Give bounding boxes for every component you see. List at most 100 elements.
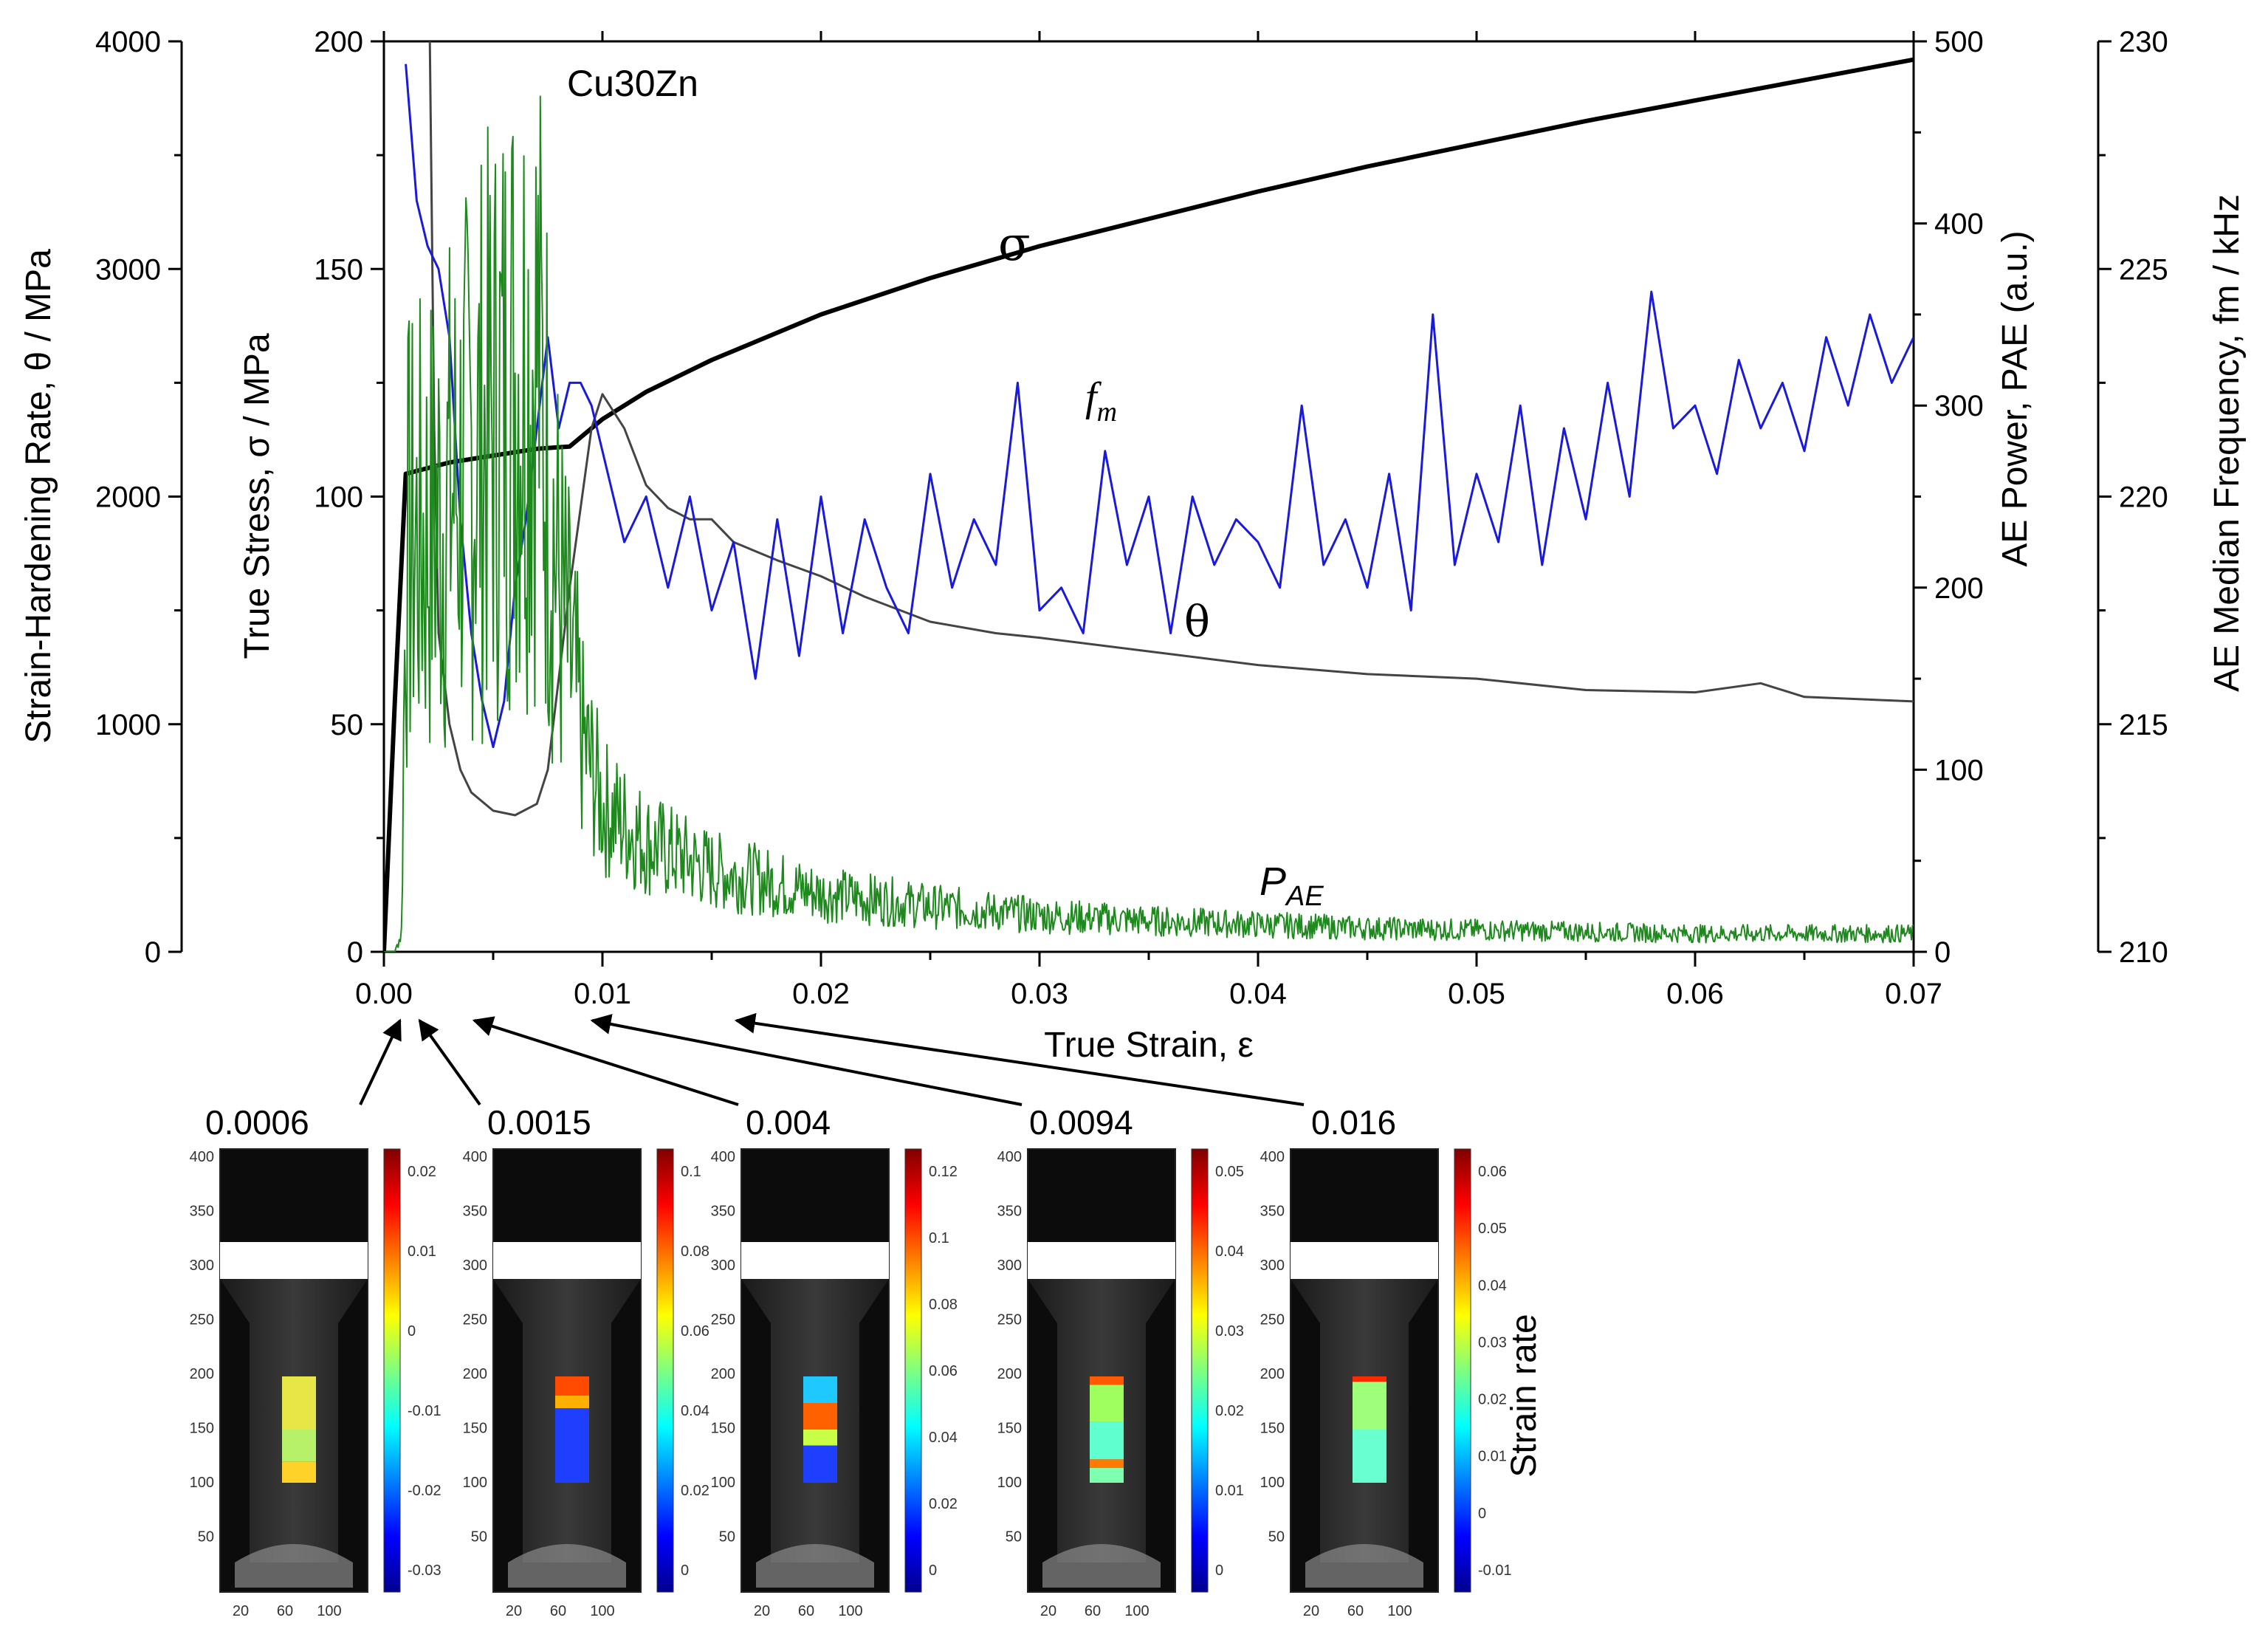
dic-y-tick-label: 100: [1260, 1475, 1285, 1491]
dic-x-tick-label: 60: [1347, 1603, 1364, 1619]
strain-map-band: [1090, 1421, 1124, 1460]
theta-annotation: θ: [1184, 597, 1210, 647]
colorbar-tick-label: 0.01: [1215, 1483, 1244, 1499]
strain-map-band: [1090, 1385, 1124, 1422]
strain-map-band: [1353, 1376, 1386, 1382]
strain-map-band: [1090, 1376, 1124, 1385]
dic-x-tick-label: 100: [1387, 1603, 1412, 1619]
strain-arrow: [418, 1018, 481, 1106]
dic-x-tick-label: 20: [1040, 1603, 1056, 1619]
x-tick-label: 0.01: [574, 978, 631, 1010]
frequency-tick-label: 210: [2119, 936, 2168, 969]
dic-x-tick-label: 60: [1085, 1603, 1101, 1619]
grip-bottom: [235, 1544, 353, 1588]
stress-tick-label: 50: [331, 709, 364, 741]
strain-map-band: [555, 1395, 589, 1409]
colorbar-tick-label: 0.01: [1478, 1449, 1507, 1465]
colorbar-tick-label: 0: [1478, 1506, 1486, 1522]
grip-bottom: [508, 1544, 626, 1588]
strain-arrow: [734, 1012, 1305, 1106]
dic-y-tick-label: 250: [463, 1312, 487, 1328]
power-tick-label: 300: [1934, 390, 1984, 422]
strain-map-band: [1353, 1382, 1386, 1430]
dic-x-tick-label: 100: [838, 1603, 862, 1619]
strain-arrows: [359, 1012, 1305, 1106]
dic-y-tick-label: 150: [997, 1421, 1022, 1437]
frequency-tick-label: 225: [2119, 253, 2168, 286]
dic-y-tick-label: 250: [1260, 1312, 1285, 1328]
dic-y-tick-label: 200: [190, 1366, 214, 1382]
frequency-tick-label: 220: [2119, 481, 2168, 514]
dic-y-tick-label: 100: [997, 1475, 1022, 1491]
strain-map-band: [282, 1461, 316, 1483]
power-tick-label: 400: [1934, 208, 1984, 241]
hardening-axis-title: Strain-Hardening Rate, θ / MPa: [19, 249, 58, 744]
grip-top-white: [493, 1242, 641, 1279]
strain-map-band: [282, 1376, 316, 1430]
colorbar-tick-label: -0.02: [408, 1483, 441, 1499]
pae-annotation-sub: AE: [1285, 881, 1324, 912]
x-tick-label: 0.04: [1229, 978, 1287, 1010]
colorbar-tick-label: 0: [929, 1562, 937, 1579]
strain-map-band: [803, 1445, 837, 1483]
dic-x-tick-label: 20: [1303, 1603, 1319, 1619]
dic-y-tick-label: 300: [190, 1258, 214, 1274]
colorbar-tick-label: 0.01: [408, 1243, 436, 1260]
colorbar-tick-label: 0.1: [681, 1164, 701, 1180]
strain-map-band: [803, 1403, 837, 1430]
colorbar-tick-label: 0.02: [1215, 1403, 1244, 1419]
colorbar-tick-label: 0.03: [1215, 1323, 1244, 1339]
dic-x-tick-label: 20: [233, 1603, 249, 1619]
dic-panels: 0.020.010-0.01-0.02-0.034003503002502001…: [190, 1103, 1512, 1619]
grip-bottom: [1305, 1544, 1423, 1588]
series-line-hardening: [428, 41, 1914, 817]
strain-map-band: [1090, 1459, 1124, 1468]
dic-y-tick-label: 100: [463, 1475, 487, 1491]
dic-x-tick-label: 100: [590, 1603, 614, 1619]
dic-panel-4: 0.06 0.05 0.04 0.03 0.02 0.01 0 -0.01 400 350 300 2…: [1260, 1103, 1512, 1619]
power-axis-title: AE Power, PAE (a.u.): [1996, 230, 2035, 566]
frequency-axis-title: AE Median Frequency, fm / kHz: [2207, 194, 2247, 692]
series-line-stress: [384, 57, 1914, 952]
dic-y-tick-label: 400: [463, 1149, 487, 1165]
colorbar-tick-label: 0.04: [1478, 1277, 1507, 1294]
strain-map-band: [282, 1430, 316, 1462]
strain-arrow: [359, 1018, 402, 1105]
colorbar-tick-label: 0.05: [1215, 1164, 1244, 1180]
colorbar-tick-label: 0.05: [1478, 1221, 1507, 1237]
dic-y-tick-label: 150: [711, 1421, 735, 1437]
grip-bottom: [1042, 1544, 1161, 1588]
colorbar-tick-label: 0.06: [929, 1363, 958, 1379]
dic-y-tick-label: 400: [190, 1149, 214, 1165]
colorbar: [1454, 1148, 1471, 1593]
colorbar-tick-label: 0.02: [408, 1164, 436, 1180]
x-tick-label: 0.05: [1448, 978, 1505, 1010]
colorbar-tick-label: -0.03: [408, 1562, 441, 1579]
pae-annotation: PAE: [1260, 860, 1324, 912]
grip-top-white: [220, 1242, 368, 1279]
dic-y-tick-label: 400: [711, 1149, 735, 1165]
frequency-tick-label: 215: [2119, 709, 2168, 741]
grip-top-white: [741, 1242, 889, 1279]
dic-y-tick-label: 100: [711, 1475, 735, 1491]
power-tick-label: 0: [1934, 936, 1951, 969]
dic-y-tick-label: 200: [1260, 1366, 1285, 1382]
colorbar-tick-label: 0: [681, 1562, 689, 1579]
dic-strain-label: 0.016: [1311, 1103, 1396, 1142]
dic-y-tick-label: 50: [1006, 1529, 1022, 1546]
dic-x-tick-label: 100: [1124, 1603, 1149, 1619]
colorbar: [656, 1148, 674, 1593]
dic-y-tick-label: 150: [463, 1421, 487, 1437]
hardening-tick-label: 0: [145, 936, 161, 969]
sigma-annotation: σ: [998, 217, 1031, 272]
dic-panel-2: 0.12 0.1 0.08 0.06 0.04 0.02 0 400 350 300 250 200 1…: [711, 1103, 958, 1619]
dic-y-tick-label: 50: [471, 1529, 487, 1546]
dic-y-tick-label: 350: [190, 1204, 214, 1220]
hardening-tick-label: 2000: [95, 481, 161, 514]
tick-labels: 0.00 0.01 0.02 0.03 0.04 0.05 0.06 0.0701000200…: [95, 26, 2168, 1010]
hardening-tick-label: 3000: [95, 253, 161, 286]
colorbar-tick-label: 0.04: [681, 1403, 709, 1419]
x-tick-label: 0.07: [1885, 978, 1942, 1010]
power-tick-label: 500: [1934, 26, 1984, 58]
strain-arrow: [590, 1014, 1023, 1106]
